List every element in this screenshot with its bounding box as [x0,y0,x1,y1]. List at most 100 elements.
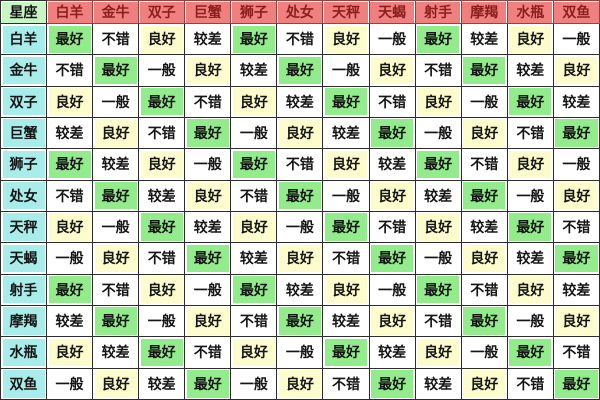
compat-cell: 一般 [138,54,186,87]
compat-cell: 不错 [45,179,94,212]
column-header: 双鱼 [552,0,600,24]
compat-cell: 最好 [414,22,462,56]
compat-cell: 不错 [184,336,232,369]
compat-cell: 良好 [368,179,416,212]
compat-cell: 最好 [460,179,508,212]
compat-cell: 不错 [322,242,370,275]
compat-cell: 最好 [506,336,554,369]
compat-cell: 最好 [506,85,554,118]
compat-cell: 良好 [92,242,140,275]
table-row: 水瓶 良好 较差 最好 不错 良好 一般 最好 较差 良好 一般 最好 不错 [0,336,600,369]
compat-cell: 最好 [230,148,278,181]
compat-cell: 不错 [460,273,508,306]
compat-cell: 一般 [414,242,462,275]
compat-cell: 最好 [552,116,600,150]
row-header: 摩羯 [0,304,47,338]
compat-cell: 较差 [184,210,232,244]
compat-cell: 较差 [276,273,324,306]
compat-cell: 较差 [460,210,508,244]
compat-cell: 良好 [552,54,600,87]
compat-cell: 最好 [45,22,94,56]
row-header: 水瓶 [0,336,47,369]
compat-cell: 不错 [276,148,324,181]
compat-cell: 不错 [368,85,416,118]
row-header: 双子 [0,85,47,118]
compat-cell: 较差 [92,148,140,181]
row-header: 白羊 [0,22,47,56]
compat-cell: 较差 [138,179,186,212]
compat-cell: 良好 [506,273,554,306]
compat-cell: 一般 [552,22,600,56]
compat-cell: 最好 [552,242,600,275]
compat-cell: 良好 [322,148,370,181]
table-row: 天秤 良好 一般 最好 较差 良好 一般 最好 不错 良好 较差 最好 不错 [0,210,600,244]
compat-cell: 一般 [230,367,278,400]
compat-cell: 良好 [276,116,324,150]
compat-cell: 较差 [138,367,186,400]
compat-cell: 最好 [276,54,324,87]
column-header: 处女 [276,0,324,24]
compat-cell: 一般 [276,210,324,244]
compat-cell: 最好 [184,367,232,400]
compat-cell: 良好 [92,367,140,400]
compat-cell: 一般 [92,85,140,118]
column-header: 摩羯 [460,0,508,24]
compat-cell: 较差 [322,116,370,150]
compat-cell: 最好 [92,304,140,338]
compat-cell: 一般 [322,179,370,212]
table-row: 白羊 最好 不错 良好 较差 最好 不错 良好 一般 最好 较差 良好 一般 [0,22,600,56]
compat-cell: 一般 [368,273,416,306]
compat-cell: 一般 [230,116,278,150]
compat-cell: 良好 [552,304,600,338]
row-header: 天秤 [0,210,47,244]
compat-cell: 不错 [414,304,462,338]
compat-cell: 较差 [460,22,508,56]
corner-cell: 星座 [0,0,47,24]
compat-cell: 最好 [368,367,416,400]
compat-cell: 良好 [184,304,232,338]
compat-cell: 最好 [138,210,186,244]
column-header: 狮子 [230,0,278,24]
compat-cell: 一般 [506,304,554,338]
compat-cell: 一般 [506,179,554,212]
column-header: 水瓶 [506,0,554,24]
compat-cell: 良好 [506,22,554,56]
column-header: 射手 [414,0,462,24]
column-header: 天蝎 [368,0,416,24]
compat-cell: 最好 [460,54,508,87]
compat-cell: 不错 [138,242,186,275]
column-header: 天秤 [322,0,370,24]
compat-cell: 不错 [552,336,600,369]
compat-cell: 最好 [322,85,370,118]
compat-cell: 良好 [368,304,416,338]
compat-cell: 最好 [276,304,324,338]
compat-cell: 良好 [138,22,186,56]
compat-cell: 最好 [460,304,508,338]
compat-cell: 最好 [45,273,94,306]
compat-cell: 较差 [506,242,554,275]
compat-cell: 一般 [414,116,462,150]
compat-cell: 一般 [368,22,416,56]
compat-cell: 最好 [184,242,232,275]
compat-cell: 最好 [322,210,370,244]
compat-cell: 最好 [230,22,278,56]
compat-cell: 良好 [45,85,94,118]
compat-cell: 不错 [506,367,554,400]
table-body: 白羊 最好 不错 良好 较差 最好 不错 良好 一般 最好 较差 良好 一般 金牛 不错 最好 一般 良好 较差 最好… [0,22,600,400]
table-row: 摩羯 较差 最好 一般 良好 不错 最好 较差 良好 不错 最好 一般 良好 [0,304,600,338]
compat-cell: 最好 [45,148,94,181]
compat-cell: 良好 [414,210,462,244]
row-header: 射手 [0,273,47,306]
compat-cell: 最好 [138,85,186,118]
compat-cell: 良好 [138,273,186,306]
compat-cell: 较差 [45,304,94,338]
table-row: 天蝎 一般 良好 不错 最好 较差 良好 不错 最好 一般 良好 较差 最好 [0,242,600,275]
compat-cell: 良好 [506,148,554,181]
compat-cell: 最好 [138,336,186,369]
compat-cell: 一般 [184,273,232,306]
compat-cell: 最好 [92,179,140,212]
row-header: 双鱼 [0,367,47,400]
compat-cell: 良好 [460,116,508,150]
table-row: 处女 不错 最好 较差 良好 不错 最好 一般 良好 较差 最好 一般 良好 [0,179,600,212]
